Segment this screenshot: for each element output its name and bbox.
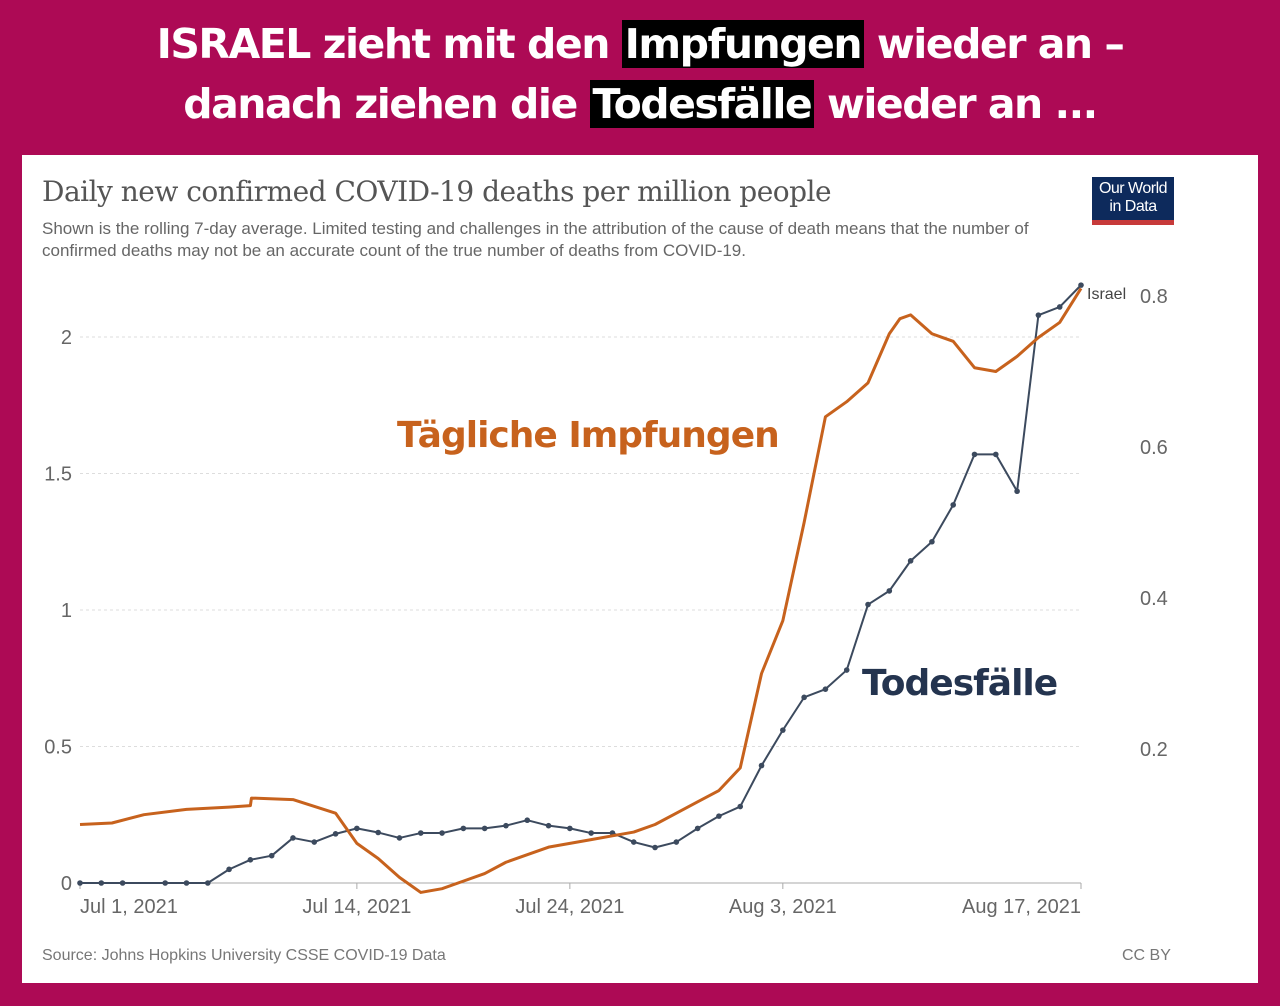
y-right-tick-label: 0.8 <box>1140 286 1168 308</box>
deaths-data-point <box>417 830 424 836</box>
deaths-data-point <box>268 852 275 859</box>
headline-text: danach ziehen die <box>183 80 590 128</box>
deaths-data-point <box>630 839 637 845</box>
vaccinations-line <box>79 287 1083 894</box>
deaths-data-point <box>822 686 829 692</box>
deaths-data-point <box>396 835 403 841</box>
deaths-data-point <box>375 829 381 836</box>
source-note: Source: Johns Hopkins University CSSE CO… <box>42 947 446 964</box>
logo-bar <box>1092 220 1174 225</box>
y-left-tick-label: 0 <box>61 873 72 895</box>
deaths-data-point <box>311 839 318 845</box>
deaths-data-point <box>950 502 957 508</box>
deaths-data-point <box>886 588 893 594</box>
deaths-data-point <box>971 451 978 458</box>
y-right-tick-label: 0.4 <box>1140 588 1168 610</box>
deaths-data-point <box>162 880 168 886</box>
deaths-line <box>80 284 1082 884</box>
deaths-data-point <box>929 538 935 545</box>
deaths-data-point <box>588 830 594 836</box>
deaths-data-point <box>694 825 701 832</box>
y-left-tick-label: 1.5 <box>44 464 72 486</box>
deaths-data-point <box>737 803 744 810</box>
chart-plot: 0 0.5 1 1.5 2 0.2 0.4 0.6 0.8 Jul 1, 2021 Jul 14, … <box>44 282 1168 918</box>
deaths-data-point <box>460 825 467 832</box>
deaths-data-point <box>439 830 445 836</box>
deaths-data-point <box>843 667 850 673</box>
deaths-data-point <box>354 825 360 832</box>
chart-card: Daily new confirmed COVID-19 deaths per … <box>22 155 1258 983</box>
deaths-data-point <box>1035 312 1042 318</box>
deaths-data-point <box>503 822 509 829</box>
deaths-data-point <box>758 762 765 769</box>
deaths-data-point <box>524 817 531 824</box>
deaths-data-point <box>567 825 573 832</box>
headline-text: wieder an – <box>864 20 1125 68</box>
x-tick-label: Aug 17, 2021 <box>962 896 1081 918</box>
deaths-data-point <box>652 844 658 851</box>
annotation-vaccinations: Tägliche Impfungen <box>397 415 779 456</box>
owid-logo[interactable]: Our World in Data <box>1092 177 1174 225</box>
headline-highlight-todesfaelle: Todesfälle <box>589 80 815 128</box>
deaths-data-point <box>119 880 126 886</box>
headline-line-2: danach ziehen die Todesfälle wieder an .… <box>0 74 1280 134</box>
y-left-tick-label: 1 <box>61 600 72 622</box>
y-right-tick-label: 0.2 <box>1140 739 1168 761</box>
deaths-data-point <box>780 727 786 733</box>
y-left-tick-label: 2 <box>61 327 72 349</box>
deaths-data-point <box>98 880 105 886</box>
license-link[interactable]: CC BY <box>1122 947 1171 964</box>
deaths-data-point <box>226 866 232 873</box>
headline-text: wieder an ... <box>814 80 1098 128</box>
headline-line-1: ISRAEL zieht mit den Impfungen wieder an… <box>0 14 1280 74</box>
deaths-data-point <box>77 880 83 886</box>
x-tick-label: Jul 1, 2021 <box>80 896 178 918</box>
deaths-data-point <box>865 601 871 608</box>
chart-subtitle: Shown is the rolling 7-day average. Limi… <box>42 219 1029 260</box>
deaths-data-point <box>1014 488 1020 495</box>
deaths-data-point <box>332 831 339 837</box>
x-tick-label: Jul 14, 2021 <box>302 896 411 918</box>
logo-line-1: Our World <box>1098 180 1168 197</box>
headline-text: ISRAEL zieht mit den <box>156 20 622 68</box>
deaths-data-point <box>183 880 190 886</box>
headline-highlight-impfungen: Impfungen <box>621 20 865 68</box>
deaths-data-point <box>907 558 914 564</box>
y-right-tick-label: 0.6 <box>1140 437 1168 459</box>
deaths-data-point <box>673 839 680 845</box>
deaths-data-point <box>1056 304 1063 310</box>
logo-line-2: in Data <box>1109 198 1157 215</box>
x-tick-label: Jul 24, 2021 <box>515 896 624 918</box>
deaths-data-point <box>1078 282 1084 288</box>
series-label-israel: Israel <box>1087 286 1126 303</box>
deaths-data-point <box>481 825 488 832</box>
deaths-data-point <box>247 856 254 863</box>
deaths-data-point <box>290 835 296 841</box>
deaths-data-point <box>801 694 807 701</box>
headline: ISRAEL zieht mit den Impfungen wieder an… <box>0 14 1280 134</box>
deaths-data-point <box>993 451 999 458</box>
x-tick-label: Aug 3, 2021 <box>729 896 837 918</box>
deaths-data-point <box>716 813 722 819</box>
y-left-tick-label: 0.5 <box>44 737 72 759</box>
annotation-deaths: Todesfälle <box>862 663 1057 704</box>
deaths-data-point <box>204 880 211 886</box>
deaths-data-point <box>545 822 552 829</box>
chart-title: Daily new confirmed COVID-19 deaths per … <box>42 175 832 208</box>
